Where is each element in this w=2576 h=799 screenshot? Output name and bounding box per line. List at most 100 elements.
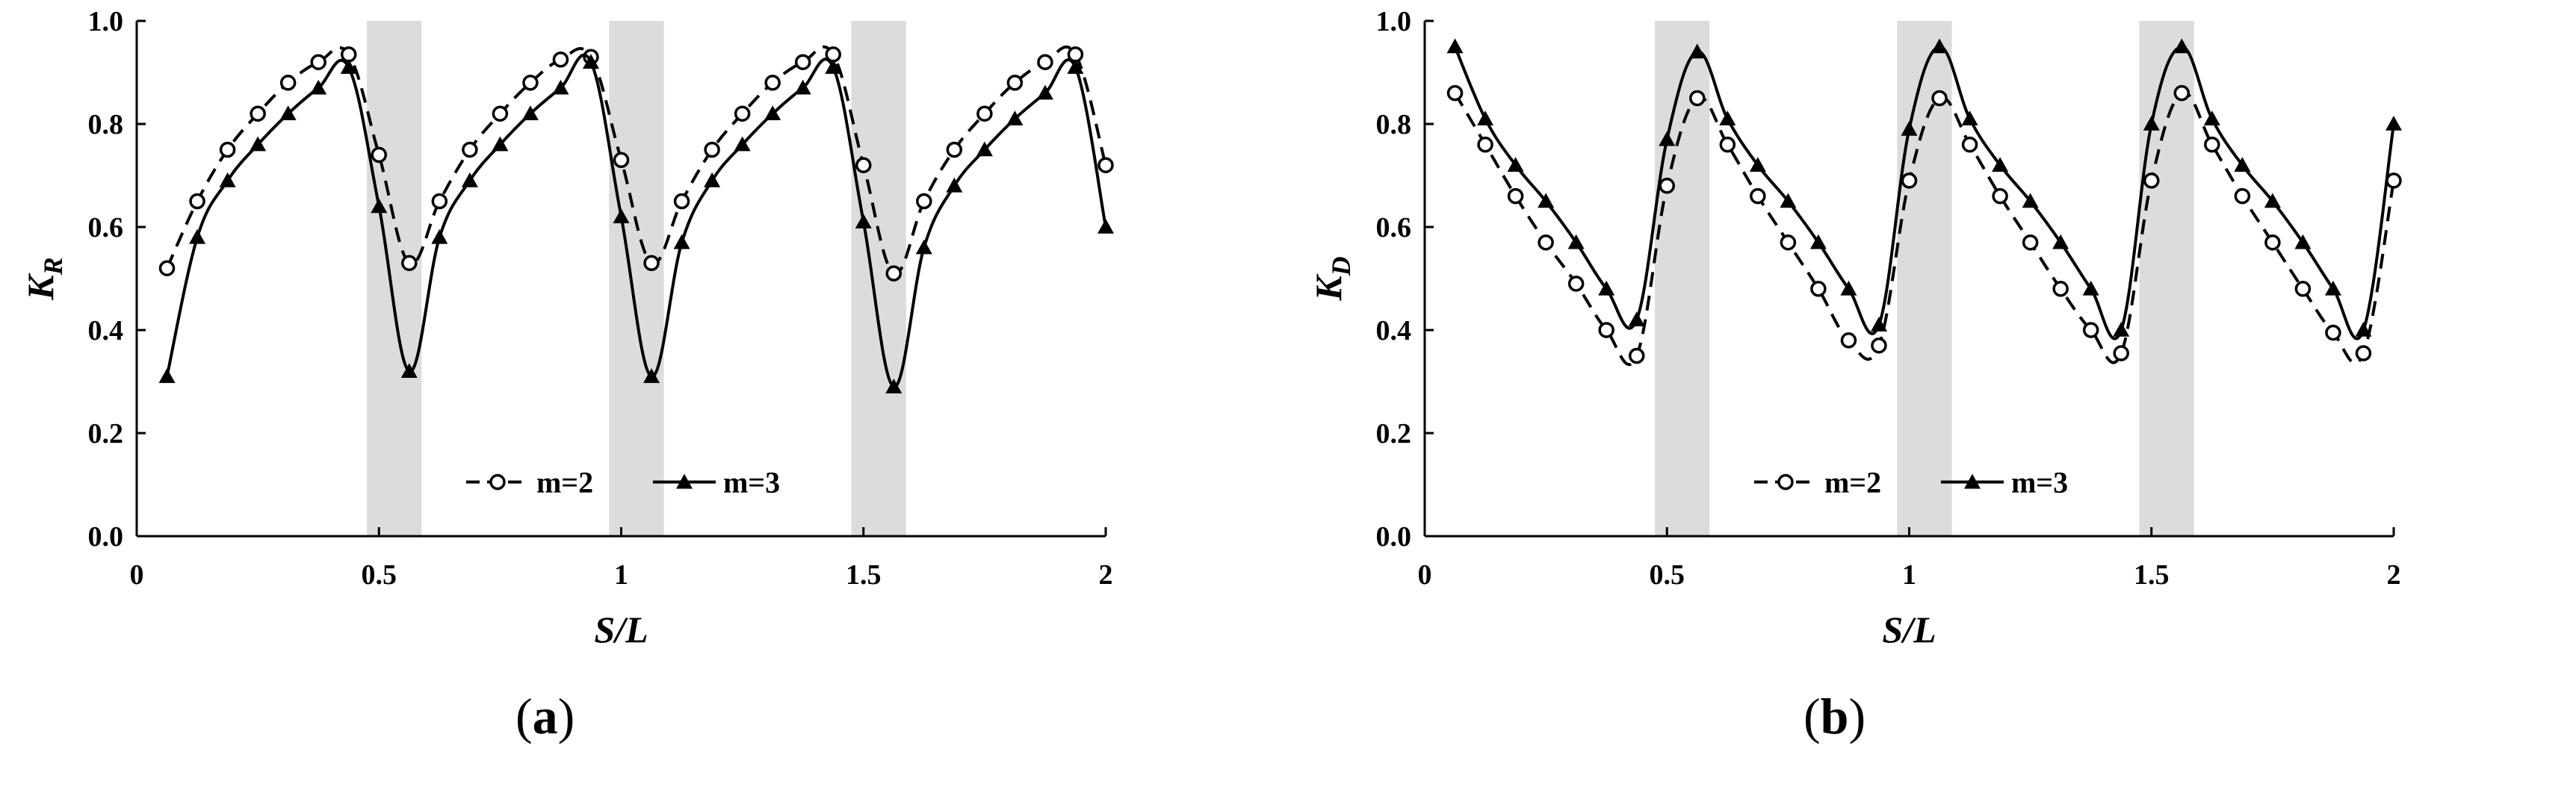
caption-a-letter: a — [532, 688, 558, 744]
chart-b-series-m=3-point — [1870, 317, 1887, 332]
chart-a-y-tick-label: 0.2 — [88, 418, 124, 450]
caption-b: (b) — [1803, 687, 1866, 746]
chart-a-series-m=3-point — [582, 54, 599, 69]
chart-b-y-tick-label: 0.4 — [1376, 315, 1412, 346]
caption-b-open: ( — [1803, 688, 1821, 744]
chart-b-series-m=3-point — [2234, 157, 2251, 172]
chart-b-shaded-band-2 — [1897, 21, 1952, 536]
chart-b-series-m=2-point — [1810, 281, 1827, 297]
chart-b-series-m=3-point — [2203, 111, 2220, 125]
chart-b-series-m=2-point — [2173, 84, 2190, 102]
chart-b-shaded-band-3 — [2139, 21, 2194, 536]
chart-b-series-m=2-point — [1992, 187, 2008, 205]
chart-b-series-m=3-point — [1477, 111, 1494, 125]
chart-a-series-m=3-point — [643, 368, 660, 383]
chart-b-series-m=3-point — [1840, 280, 1857, 296]
chart-a-x-tick-label: 0 — [130, 559, 144, 591]
chart-a-series-m=2-point — [794, 54, 811, 70]
chart-a-x-tick-label: 2 — [1099, 559, 1113, 591]
chart-b-series-m=3-point — [1901, 120, 1918, 136]
chart-b-series-m=3-point — [1598, 280, 1615, 296]
chart-b-series-m=3-point — [1659, 131, 1676, 146]
chart-b-series-m=2-point — [1628, 347, 1645, 364]
chart-a-series-m=3-point — [492, 136, 509, 152]
chart-a-series-m=3-point — [189, 228, 206, 244]
chart-a-series-m=2-point — [764, 75, 781, 91]
chart-b-series-m=3-point — [1809, 234, 1827, 249]
chart-a-series-m=2-point — [734, 105, 751, 122]
chart-b-series-m=2-point — [2234, 187, 2251, 205]
chart-b-legend-marker-m=3 — [1963, 473, 1981, 489]
chart-a-series-m=2-point — [1037, 54, 1053, 70]
chart-b-legend-label-m=3: m=3 — [2011, 466, 2068, 500]
chart-a-y-tick-label: 0.4 — [88, 315, 124, 346]
chart-b-x-tick-label: 0.5 — [1650, 559, 1685, 591]
chart-a-series-m=2-point — [371, 146, 387, 164]
chart-a-series-m=3-point — [1036, 84, 1053, 100]
chart-b-x-tick-label: 0 — [1418, 559, 1432, 591]
chart-b-series-m=3-point — [2264, 193, 2281, 208]
chart-a-series-m=2-point — [976, 105, 993, 122]
chart-b-series-m=3-point — [1719, 111, 1736, 125]
chart-b-y-axis-label-sub: D — [1326, 256, 1356, 276]
chart-a-series-m=2-point — [158, 260, 176, 276]
chart-b-series-m=3-point — [1507, 157, 1524, 172]
chart-a-series-m=2-point — [946, 141, 963, 158]
chart-a-series-m=3-point — [461, 172, 478, 187]
chart-a-series-m=2-point — [1097, 157, 1114, 173]
chart-a-series-m=3-point — [310, 79, 327, 95]
chart-b-series-m=2-point — [2204, 136, 2220, 153]
chart-a-y-tick-label: 0.0 — [88, 521, 124, 553]
chart-a-series-m=3-point — [552, 79, 569, 95]
chart-b-series-m=3-point — [1992, 157, 2009, 172]
chart-b-series-m=3-point — [2173, 38, 2190, 54]
chart-b-series-m=2-point — [2294, 281, 2312, 297]
chart-b-series-m=2-point — [1719, 136, 1736, 153]
chart-b-series-m=3-point — [2143, 116, 2160, 131]
chart-b-series-m=2-point — [1689, 90, 1706, 107]
chart-b-x-tick-label: 1 — [1902, 559, 1916, 591]
chart-b-y-axis-label: KD — [1307, 256, 1356, 301]
caption-b-letter: b — [1820, 688, 1849, 744]
chart-a-series-m=3-point — [521, 105, 539, 120]
chart-b-series-m=3-point — [1961, 111, 1978, 125]
chart-a-y-tick-label: 0.6 — [88, 212, 124, 243]
chart-b-shaded-band-1 — [1655, 21, 1710, 536]
chart-b-series-m=3-point — [2052, 234, 2069, 249]
caption-a-open: ( — [515, 688, 533, 744]
chart-b-y-tick-label: 1.0 — [1376, 6, 1412, 37]
chart-b-series-m=3-point — [1567, 234, 1585, 249]
chart-a-x-tick-label: 1.5 — [846, 559, 882, 591]
chart-b-series-m=2-point — [1659, 178, 1675, 194]
chart-b-series-m=2-point — [1477, 136, 1493, 153]
chart-a-series-m=3-point — [825, 59, 842, 74]
chart-a-y-axis-label-main: K — [19, 273, 61, 301]
chart-a-series-m=2-point — [916, 193, 932, 210]
chart-b-series-m=2-point — [2355, 345, 2372, 361]
chart-b-x-tick-label: 1.5 — [2134, 559, 2170, 591]
chart-b-series-m=3-point — [1628, 311, 1645, 326]
chart-b-series-m=3-point — [2113, 322, 2130, 337]
chart-a-series-m=2-point — [1006, 75, 1024, 91]
chart-b-legend-marker-m=2 — [1777, 473, 1794, 491]
chart-b-series-m=3-point — [1931, 38, 1948, 54]
chart-a-legend-marker-m=2 — [489, 473, 506, 491]
chart-a-shaded-band-1 — [367, 21, 422, 536]
chart-b-series-m=2-point — [1901, 172, 1918, 189]
chart-b-legend-label-m=2: m=2 — [1824, 466, 1881, 500]
chart-b-series-m=2-point — [1871, 337, 1887, 354]
chart-a-series-m=3-point — [885, 378, 902, 394]
chart-a-series-m=3-point — [855, 214, 872, 228]
chart-a-series-m=2-point — [704, 141, 720, 158]
chart-a-series-m=3-point — [704, 172, 721, 187]
chart-b-series-m=2-point — [2113, 345, 2129, 361]
chart-b-series-m=2-point — [2143, 172, 2160, 189]
chart-a-series-m=3-point — [1006, 111, 1024, 125]
chart-b-series-m=2-point — [1567, 276, 1585, 292]
chart-b-series-m=3-point — [1688, 43, 1706, 59]
chart-b-x-tick-label: 2 — [2387, 559, 2401, 591]
caption-b-close: ) — [1848, 688, 1866, 744]
chart-b-series-m=3-point — [2355, 322, 2372, 337]
